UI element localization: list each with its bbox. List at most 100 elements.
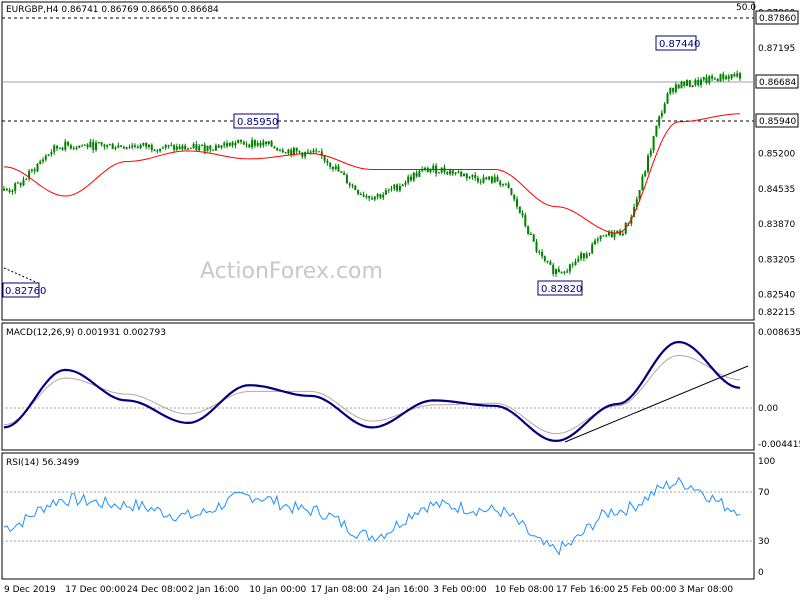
candle-body	[61, 147, 64, 150]
candle-body	[529, 233, 532, 235]
current-price-box	[755, 74, 799, 89]
candle-body	[460, 171, 463, 177]
candle-body	[304, 152, 307, 157]
x-tick-label: 24 Dec 08:00	[127, 585, 188, 595]
candle-body	[53, 145, 56, 153]
candle-body	[103, 144, 106, 147]
candle-body	[393, 184, 396, 189]
macd-panel-frame	[1, 322, 755, 451]
candle-body	[320, 151, 323, 156]
candle-body	[510, 188, 513, 195]
candle-body	[253, 140, 256, 146]
candle-body	[220, 145, 223, 148]
candle-body	[212, 149, 215, 151]
candle-body	[686, 80, 688, 86]
candle-body	[97, 142, 100, 144]
candle-body	[217, 145, 220, 148]
candle-body	[95, 142, 97, 150]
candle-body	[479, 181, 482, 183]
candle-body	[513, 194, 516, 200]
candle-body	[585, 253, 588, 259]
rsi-panel-title: RSI(14) 56.3499	[6, 458, 79, 468]
candle-body	[203, 144, 206, 152]
candle-body	[312, 150, 315, 153]
candle-body	[323, 155, 326, 161]
candle-body	[602, 235, 605, 237]
candle-body	[633, 207, 636, 217]
candle-body	[630, 216, 633, 224]
candle-body	[490, 176, 493, 183]
candle-body	[568, 264, 571, 272]
candle-body	[516, 199, 518, 207]
candle-body	[736, 73, 739, 77]
candle-body	[318, 151, 320, 153]
candle-body	[114, 147, 117, 149]
candle-body	[697, 80, 700, 85]
rsi-line	[3, 476, 741, 556]
candle-body	[518, 206, 521, 214]
candle-body	[122, 146, 125, 149]
candle-body	[265, 141, 268, 144]
candle-body	[89, 141, 92, 148]
candle-body	[245, 144, 248, 146]
candle-body	[343, 172, 346, 176]
candle-body	[652, 136, 655, 151]
candle-body	[329, 162, 332, 167]
candle-body	[716, 78, 719, 82]
low-right-label: 0.82820	[541, 284, 582, 295]
candle-body	[56, 145, 58, 149]
candle-body	[256, 143, 259, 146]
x-tick-label: 3 Mar 08:00	[679, 585, 734, 595]
candle-body	[164, 145, 167, 148]
candle-body	[594, 240, 596, 245]
candle-body	[326, 160, 329, 163]
candle-body	[287, 149, 290, 154]
candle-body	[273, 146, 276, 148]
candle-body	[131, 145, 134, 148]
candle-body	[610, 231, 613, 238]
rsi-ytick-0: 0	[758, 568, 764, 578]
candle-body	[449, 170, 452, 175]
candle-body	[298, 151, 301, 153]
candle-body	[368, 196, 371, 199]
candle-body	[616, 230, 619, 233]
candle-body	[332, 166, 334, 169]
candle-body	[345, 175, 348, 184]
x-tick-label: 24 Jan 16:00	[372, 585, 429, 595]
candle-body	[725, 76, 728, 80]
candle-body	[359, 194, 362, 196]
candle-body	[683, 81, 686, 86]
candle-body	[92, 141, 95, 150]
candle-body	[418, 171, 421, 177]
candle-body	[457, 171, 460, 173]
main-ytick: 0.82540	[758, 291, 795, 301]
candle-body	[69, 145, 72, 149]
candle-body	[694, 80, 697, 86]
candle-body	[702, 77, 705, 80]
candle-body	[145, 143, 148, 147]
level-mid-price: 0.85940	[759, 117, 796, 127]
x-tick-label: 17 Dec 00:00	[65, 585, 126, 595]
candle-body	[33, 169, 36, 172]
candle-body	[532, 234, 535, 242]
candle-body	[535, 241, 538, 252]
x-tick-label: 25 Feb 00:00	[617, 585, 676, 595]
trendline-left	[3, 267, 39, 284]
candle-body	[284, 152, 287, 154]
candle-body	[454, 172, 457, 174]
candle-body	[67, 141, 70, 146]
candle-body	[128, 147, 131, 149]
candle-body	[270, 141, 273, 147]
candle-body	[267, 141, 270, 144]
candle-body	[111, 143, 114, 149]
x-tick-label: 17 Jan 08:00	[311, 585, 368, 595]
x-tick-label: 10 Jan 00:00	[249, 585, 306, 595]
candle-body	[384, 190, 387, 195]
candle-body	[237, 140, 240, 143]
rsi-ytick-30: 30	[758, 537, 770, 547]
macd-trendline	[564, 365, 749, 443]
candle-body	[521, 213, 524, 216]
candle-body	[446, 172, 449, 175]
candle-body	[30, 169, 33, 171]
